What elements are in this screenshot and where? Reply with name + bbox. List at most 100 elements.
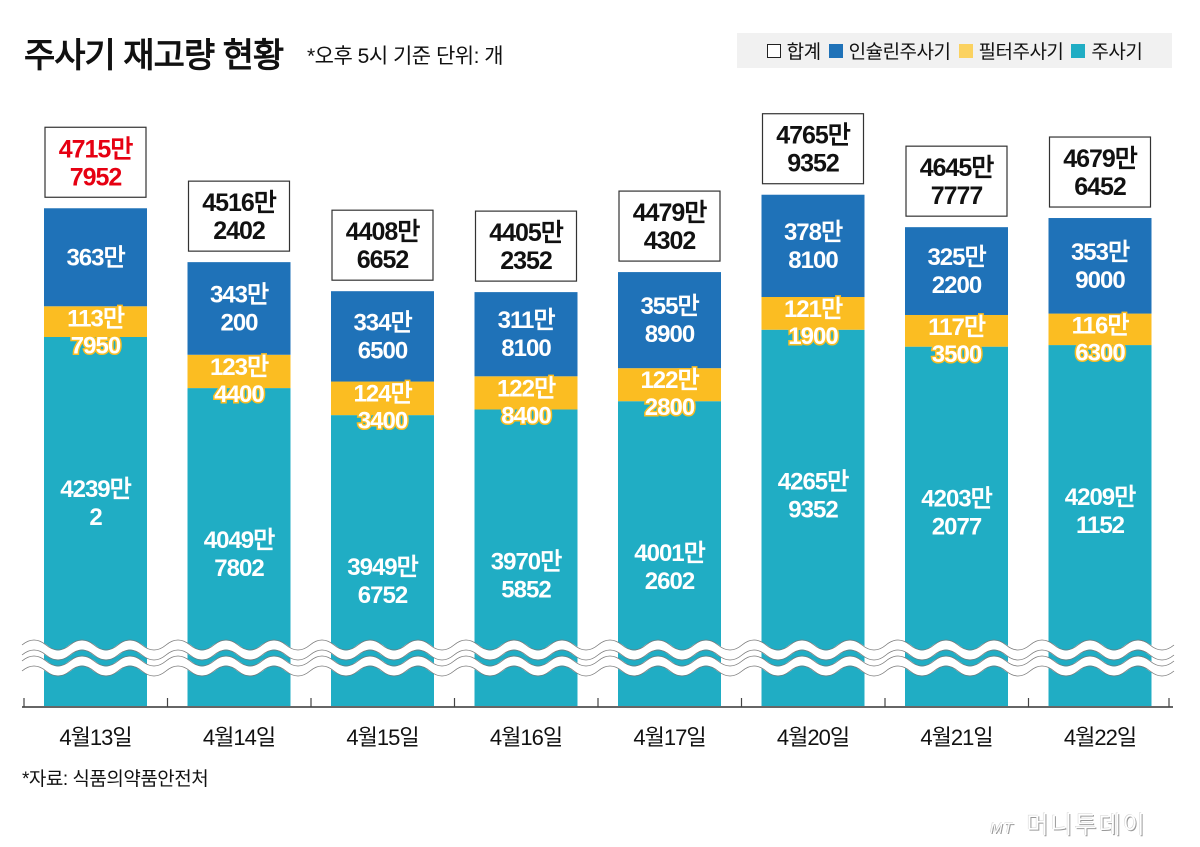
filter-value-label: 3400 xyxy=(358,408,408,435)
syringe-value-label: 4265만 xyxy=(778,469,849,496)
chart-subtitle: *오후 5시 기준 단위: 개 xyxy=(307,45,504,68)
total-box xyxy=(1048,136,1152,208)
bar-insulin xyxy=(618,272,721,369)
legend-label-total: 합계 xyxy=(786,42,821,63)
legend-label-insulin: 인슐린주사기 xyxy=(848,42,951,63)
syringe-value-label: 4239만 xyxy=(60,476,131,503)
axis-break-line xyxy=(21,639,1175,651)
filter-value-label: 8400 xyxy=(501,402,551,429)
total-value-label: 4516만 xyxy=(202,189,277,217)
total-value-label: 6652 xyxy=(357,246,409,274)
bar-filter xyxy=(44,306,147,337)
total-box xyxy=(474,210,578,282)
insulin-value-label: 8900 xyxy=(645,321,695,348)
insulin-value-label: 378만 xyxy=(784,219,843,246)
total-value-label: 4405만 xyxy=(489,219,564,247)
total-value-label: 4302 xyxy=(644,227,696,255)
bar-filter xyxy=(474,376,578,410)
bar-filter xyxy=(1048,313,1152,346)
bar-filter xyxy=(331,381,434,416)
syringe-value-label: 9352 xyxy=(788,497,838,524)
total-value-label: 4679만 xyxy=(1063,145,1138,173)
total-value-label: 4408만 xyxy=(346,218,421,246)
bar-insulin xyxy=(44,208,147,307)
syringe-value-label: 2077 xyxy=(932,514,982,541)
insulin-value-label: 363만 xyxy=(66,244,125,271)
x-tick-label: 4월20일 xyxy=(777,725,849,750)
filter-value-label: 4400 xyxy=(214,381,264,408)
total-value-label: 7777 xyxy=(931,182,983,210)
syringe-value-label: 3949만 xyxy=(347,554,418,581)
x-tick-label: 4월15일 xyxy=(346,725,418,750)
legend-swatch-syringe xyxy=(1071,43,1086,58)
legend-swatch-insulin xyxy=(828,43,843,58)
insulin-value-label: 8100 xyxy=(788,247,838,274)
insulin-value-label: 200 xyxy=(220,309,258,336)
insulin-value-label: 343만 xyxy=(210,281,269,308)
x-tick-label: 4월17일 xyxy=(633,725,705,750)
page-title: 주사기 재고량 현황 xyxy=(24,37,284,75)
legend-item-insulin: 인슐린주사기 xyxy=(828,37,951,64)
axis-break-band xyxy=(19,656,1177,676)
total-box xyxy=(618,190,721,262)
insulin-value-label: 355만 xyxy=(640,293,699,320)
insulin-value-label: 325만 xyxy=(927,244,986,271)
bar-filter xyxy=(761,297,865,330)
total-value-label: 2352 xyxy=(500,247,552,275)
insulin-value-label: 353만 xyxy=(1071,239,1130,266)
publisher-logo: MT 머니투데이 xyxy=(990,805,1147,840)
legend-item-filter: 필터주사기 xyxy=(958,37,1064,64)
total-value-label: 7952 xyxy=(70,163,122,191)
insulin-value-label: 334만 xyxy=(353,309,412,336)
axis-break-line xyxy=(21,649,1175,661)
source-note: *자료: 식품의약품안전처 xyxy=(22,769,209,790)
total-value-label: 4479만 xyxy=(633,199,708,227)
insulin-value-label: 8100 xyxy=(501,335,551,362)
total-box xyxy=(905,145,1008,217)
bar-insulin xyxy=(761,194,865,298)
filter-value-label: 122만 xyxy=(497,375,556,402)
total-box xyxy=(761,113,865,185)
filter-value-label: 6300 xyxy=(1075,340,1125,367)
filter-value-label: 116만 xyxy=(1072,313,1130,340)
filter-value-label: 122만 xyxy=(640,367,699,394)
legend-item-total: 합계 xyxy=(766,37,821,64)
filter-value-label: 113만 xyxy=(67,305,125,332)
bar-insulin xyxy=(905,227,1008,315)
bar-insulin xyxy=(331,291,434,382)
total-value-label: 9352 xyxy=(787,150,839,178)
syringe-value-label: 4001만 xyxy=(634,540,705,567)
x-tick-label: 4월16일 xyxy=(490,725,562,750)
total-value-label: 6452 xyxy=(1074,173,1126,201)
total-value-label: 4765만 xyxy=(776,122,851,150)
bar-insulin xyxy=(474,292,578,377)
legend-item-syringe: 주사기 xyxy=(1071,37,1143,64)
legend-swatch-filter xyxy=(958,43,973,58)
syringe-value-label: 4203만 xyxy=(921,486,992,513)
total-value-label: 2402 xyxy=(213,217,265,245)
legend-label-filter: 필터주사기 xyxy=(978,42,1064,63)
total-value-label: 4715만 xyxy=(59,135,134,163)
total-box xyxy=(331,209,434,281)
filter-value-label: 7950 xyxy=(71,332,121,359)
syringe-value-label: 3970만 xyxy=(491,548,562,575)
total-value-label: 4645만 xyxy=(920,154,995,182)
syringe-value-label: 7802 xyxy=(214,555,264,582)
insulin-value-label: 6500 xyxy=(358,337,408,364)
insulin-value-label: 311만 xyxy=(498,307,556,334)
bar-filter xyxy=(905,314,1008,347)
filter-value-label: 3500 xyxy=(932,341,982,368)
total-box xyxy=(187,180,291,252)
legend-swatch-total xyxy=(766,43,781,58)
syringe-value-label: 2602 xyxy=(645,568,695,595)
syringe-value-label: 6752 xyxy=(358,582,408,609)
logo-mt: MT xyxy=(990,820,1014,837)
x-tick-label: 4월22일 xyxy=(1064,725,1136,750)
logo-text: 머니투데이 xyxy=(1026,812,1147,839)
syringe-value-label: 1152 xyxy=(1076,512,1125,539)
filter-value-label: 2800 xyxy=(645,394,695,421)
insulin-value-label: 9000 xyxy=(1075,267,1125,294)
syringe-value-label: 4049만 xyxy=(204,527,275,554)
axis-break-band xyxy=(19,640,1177,660)
